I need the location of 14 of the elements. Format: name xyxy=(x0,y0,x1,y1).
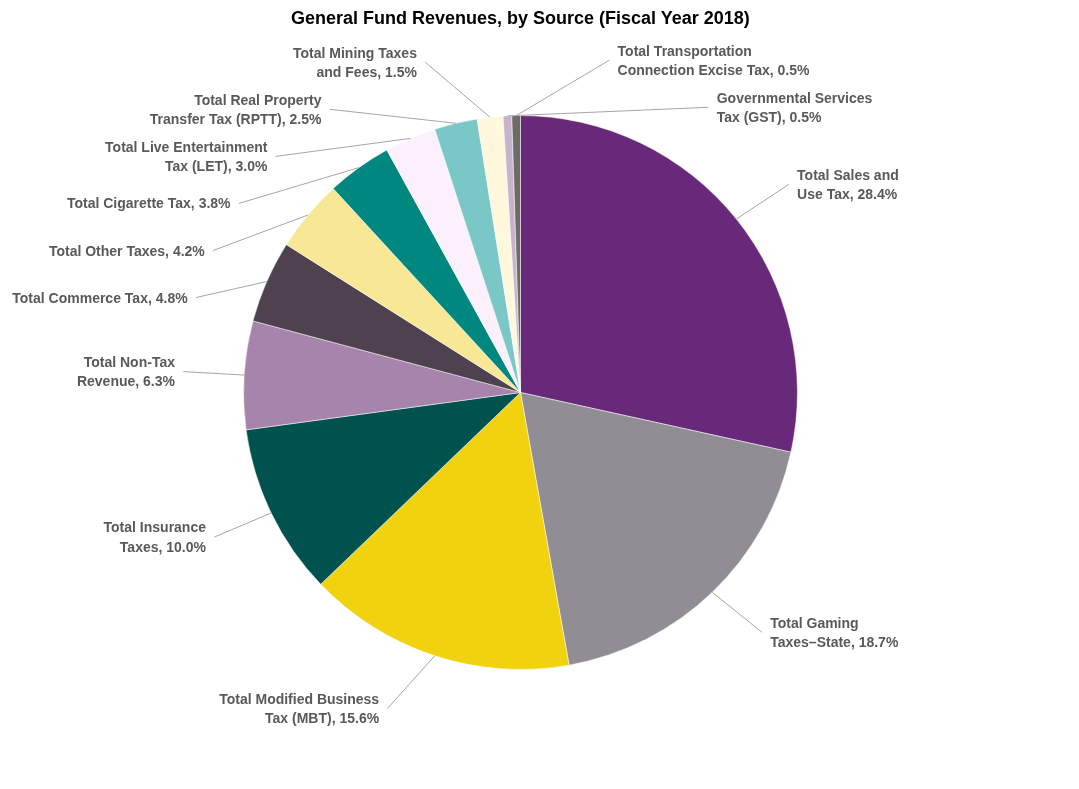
slice-label: Total Gaming Taxes–State, 18.7% xyxy=(770,614,899,650)
slice-label: Total Sales and Use Tax, 28.4% xyxy=(797,166,899,202)
chart-title: General Fund Revenues, by Source (Fiscal Year 2018) xyxy=(290,7,750,28)
slice-label: Total Mining Taxes and Fees, 1.5% xyxy=(292,44,418,80)
slice-label: Total Cigarette Tax, 3.8% xyxy=(66,195,232,212)
slice-label: Total Non-Tax Revenue, 6.3% xyxy=(76,353,176,390)
slice-label: Total Live Entertainment Tax (LET), 3.0% xyxy=(105,138,268,174)
slice-label: Total Insurance Taxes, 10.0% xyxy=(103,519,207,555)
slice-label: Total Transportation Connection Excise Tax, 0.5% xyxy=(617,42,811,78)
slice-label: Total Modified Business Tax (MBT), 15.6% xyxy=(219,690,380,727)
slice-label: Total Real Property Transfer Tax (RPTT), 2.5% xyxy=(149,91,323,127)
slice-label: Total Other Taxes, 4.2% xyxy=(48,242,206,259)
slice-label: Governmental Services Tax (GST), 0.5% xyxy=(716,89,873,125)
slice-label: Total Commerce Tax, 4.8% xyxy=(12,289,189,306)
